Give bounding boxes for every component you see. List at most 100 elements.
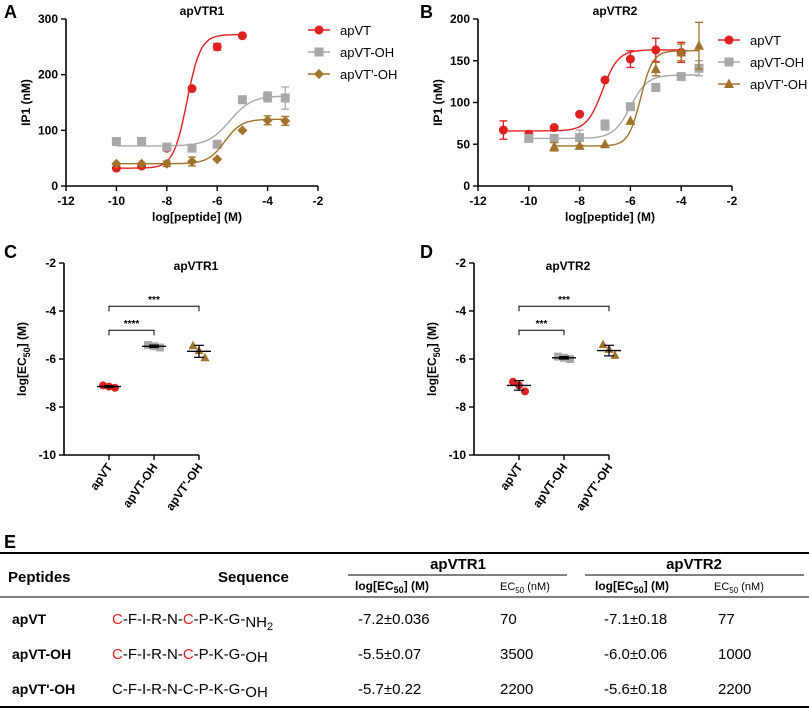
data-point-1 xyxy=(549,133,559,143)
legend-label: apVT-OH xyxy=(750,55,804,70)
data-point-0 xyxy=(212,42,222,52)
data-point-0 xyxy=(651,45,661,55)
x-tick-label: -4 xyxy=(262,194,273,208)
table-row-sequence: C-F-I-R-N-C-P-K-G-NH2 xyxy=(112,611,273,633)
data-point-1 xyxy=(524,133,534,143)
subheader-log-ec50-r2: log[EC50] (M) xyxy=(595,579,669,595)
data-point-0 xyxy=(575,109,585,119)
x-tick-label: -12 xyxy=(57,194,75,208)
table-cell-r1-log: -5.5±0.07 xyxy=(358,646,421,663)
table-cell-r1-log: -5.7±0.22 xyxy=(358,681,421,698)
data-point xyxy=(554,352,562,361)
legend-marker xyxy=(314,47,324,57)
x-tick-label: -10 xyxy=(108,194,126,208)
y-tick-label: -6 xyxy=(45,352,56,366)
data-point-0 xyxy=(237,31,247,41)
significance-bracket xyxy=(108,329,155,336)
y-tick-label: -8 xyxy=(45,400,56,414)
y-tick-label: -8 xyxy=(455,400,466,414)
x-tick-label: -8 xyxy=(574,194,585,208)
data-point-1 xyxy=(625,102,635,112)
subheader-log-ec50-r1: log[EC50] (M) xyxy=(355,579,429,595)
legend-label: apVT-OH xyxy=(340,45,394,60)
y-tick-label: 300 xyxy=(38,12,58,26)
x-tick-label: -4 xyxy=(676,194,687,208)
data-point-2 xyxy=(693,40,704,50)
data-point-2 xyxy=(549,141,560,151)
significance-bracket xyxy=(518,305,610,312)
chart-title: apVTR2 xyxy=(593,4,638,18)
legend-label: apVT xyxy=(340,23,371,38)
chart-title: apVTR2 xyxy=(546,259,591,273)
column-header-peptides: Peptides xyxy=(8,569,71,586)
x-tick-label: -2 xyxy=(727,194,738,208)
x-axis-label: log[peptide] (M) xyxy=(152,210,242,224)
x-tick-label: -2 xyxy=(313,194,324,208)
data-point xyxy=(598,339,608,349)
table-cell-r1-ec50: 2200 xyxy=(500,681,533,698)
x-tick-label: -8 xyxy=(161,194,172,208)
legend-label: apVT'-OH xyxy=(340,67,397,82)
significance-bracket xyxy=(108,305,200,312)
legend-marker xyxy=(724,78,734,88)
table-cell-r2-ec50: 2200 xyxy=(718,681,751,698)
y-tick-label: -6 xyxy=(455,352,466,366)
data-point-0 xyxy=(600,75,610,85)
x-tick-label: apVT-OH xyxy=(120,461,161,511)
data-point-1 xyxy=(237,95,247,105)
data-point-1 xyxy=(676,72,686,82)
y-tick-label: 0 xyxy=(463,179,470,193)
data-point-1 xyxy=(600,120,610,130)
y-tick-label: 200 xyxy=(38,68,58,82)
y-tick-label: -4 xyxy=(45,304,56,318)
x-tick-label: -6 xyxy=(212,194,223,208)
x-tick-label: apVT-OH xyxy=(530,461,571,511)
data-point-2 xyxy=(574,140,585,150)
table-cell-r2-ec50: 1000 xyxy=(718,646,751,663)
data-point-2 xyxy=(111,158,122,169)
significance-label: **** xyxy=(124,319,140,330)
y-tick-label: -10 xyxy=(449,448,467,462)
data-point-1 xyxy=(212,139,222,149)
data-point xyxy=(509,377,517,386)
y-tick-label: 100 xyxy=(450,96,470,110)
y-tick-label: 100 xyxy=(38,123,58,137)
y-axis-label: IP1 (nM) xyxy=(19,79,33,126)
fit-curve-0 xyxy=(116,33,243,169)
x-axis-label: log[peptide] (M) xyxy=(565,210,655,224)
data-point xyxy=(156,343,164,352)
table-cell-r2-log: -5.6±0.18 xyxy=(604,681,667,698)
y-tick-label: -4 xyxy=(455,304,466,318)
y-tick-label: 0 xyxy=(51,179,58,193)
legend-label: apVT'-OH xyxy=(750,77,807,92)
table-row-name: apVT'-OH xyxy=(12,681,75,697)
y-axis-label: log[EC50] (M) xyxy=(15,322,32,396)
data-point-2 xyxy=(676,46,687,57)
table-cell-r2-ec50: 77 xyxy=(718,611,735,628)
data-point xyxy=(566,355,574,363)
subheader-ec50-r2: EC50 (nM) xyxy=(714,581,764,595)
y-tick-label: 50 xyxy=(457,137,471,151)
panel-letter-A: A xyxy=(4,2,17,22)
subheader-ec50-r1: EC50 (nM) xyxy=(500,581,550,595)
y-tick-label: 200 xyxy=(450,12,470,26)
data-point-2 xyxy=(136,158,147,169)
table-cell-r1-ec50: 3500 xyxy=(500,646,533,663)
x-tick-label: apVT'-OH xyxy=(163,461,206,513)
data-point-1 xyxy=(137,136,147,146)
data-point-0 xyxy=(187,84,197,94)
data-point-1 xyxy=(651,82,661,92)
x-tick-label: -6 xyxy=(625,194,636,208)
table-cell-r2-log: -7.1±0.18 xyxy=(604,611,667,628)
x-tick-label: apVT xyxy=(87,460,116,493)
significance-bracket xyxy=(518,329,565,336)
y-tick-label: -10 xyxy=(39,448,57,462)
group-header-apvtr1: apVTR1 xyxy=(430,556,486,573)
table-cell-r1-log: -7.2±0.036 xyxy=(358,611,430,628)
fit-curve-2 xyxy=(554,50,699,147)
x-tick-label: apVT'-OH xyxy=(573,461,616,513)
data-point xyxy=(610,350,620,359)
data-point xyxy=(521,387,529,396)
data-point-0 xyxy=(625,54,635,64)
table-row-name: apVT-OH xyxy=(12,646,71,662)
